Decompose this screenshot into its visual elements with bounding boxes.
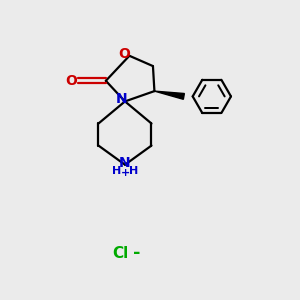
Text: H: H	[129, 166, 138, 176]
Text: O: O	[118, 47, 130, 61]
Text: -: -	[133, 244, 140, 262]
Text: +: +	[121, 168, 130, 178]
Text: N: N	[116, 92, 127, 106]
Text: H: H	[112, 166, 122, 176]
Polygon shape	[154, 91, 184, 99]
Text: Cl: Cl	[112, 246, 129, 261]
Text: O: O	[65, 74, 77, 88]
Text: N: N	[119, 156, 131, 170]
